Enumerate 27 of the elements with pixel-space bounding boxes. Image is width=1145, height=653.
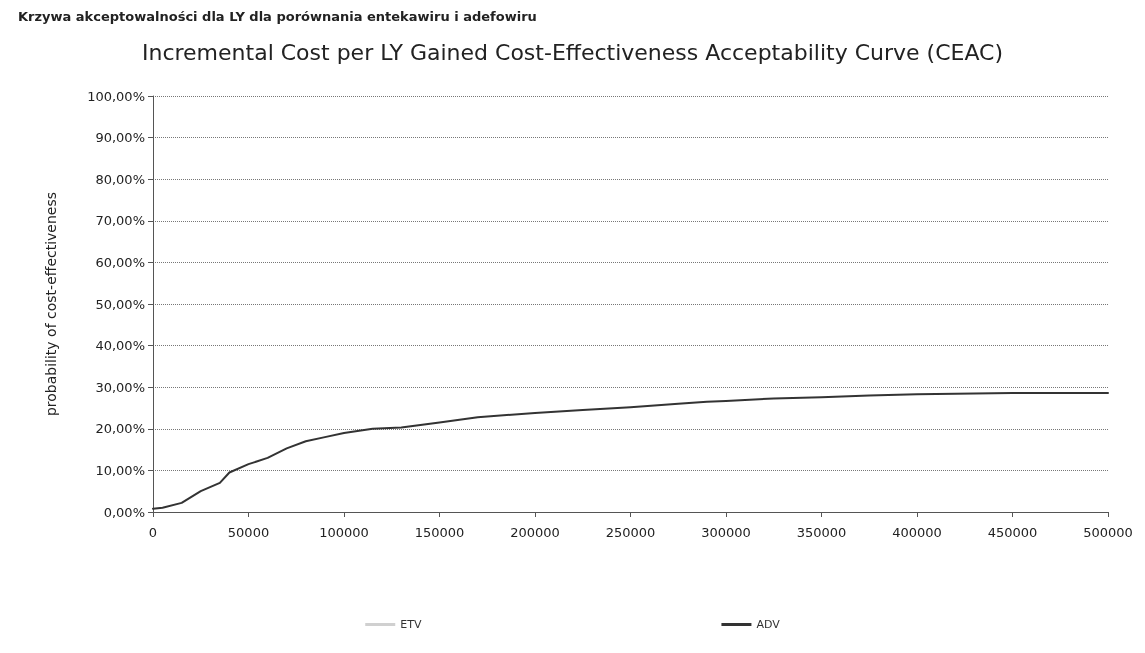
x-tick-label: 300000: [701, 525, 751, 540]
x-tick-label: 250000: [605, 525, 656, 540]
x-tick-label: 200000: [510, 525, 560, 540]
x-tick-label: 450000: [987, 525, 1038, 540]
x-tick-label: 150000: [414, 525, 465, 540]
x-tick-label: 500000: [1083, 525, 1133, 540]
y-tick-label: 80,00%: [95, 171, 145, 187]
y-tick-label: 70,00%: [95, 213, 145, 229]
y-tick-label: 100,00%: [87, 88, 145, 104]
text: Krzywa akceptowalności dla LY dla porównania entekawiru i adefowiru: [18, 9, 537, 24]
y-tick-label: 30,00%: [95, 379, 145, 395]
y-axis-title: probability of cost-effectiveness: [43, 191, 59, 417]
y-tick-label: 60,00%: [95, 254, 145, 270]
x-tick-label: 100000: [319, 525, 369, 540]
x-tick-label: 350000: [796, 525, 847, 540]
legend-label: ETV: [400, 618, 422, 631]
x-tick-label: 50000: [227, 525, 270, 540]
x-tick-label: 0: [148, 525, 158, 540]
x-tick-label: 400000: [892, 525, 942, 540]
y-tick-label: 0,00%: [103, 504, 145, 520]
y-tick-label: 10,00%: [95, 462, 145, 478]
y-tick-label: 40,00%: [95, 338, 145, 354]
chart-title: Incremental Cost per LY Gained Cost-Effectiveness Acceptability Curve (CEAC): [141, 39, 1004, 65]
y-tick-label: 20,00%: [95, 421, 145, 437]
y-tick-label: 50,00%: [95, 296, 145, 312]
legend-label: ADV: [756, 618, 781, 631]
y-tick-label: 90,00%: [95, 130, 145, 146]
